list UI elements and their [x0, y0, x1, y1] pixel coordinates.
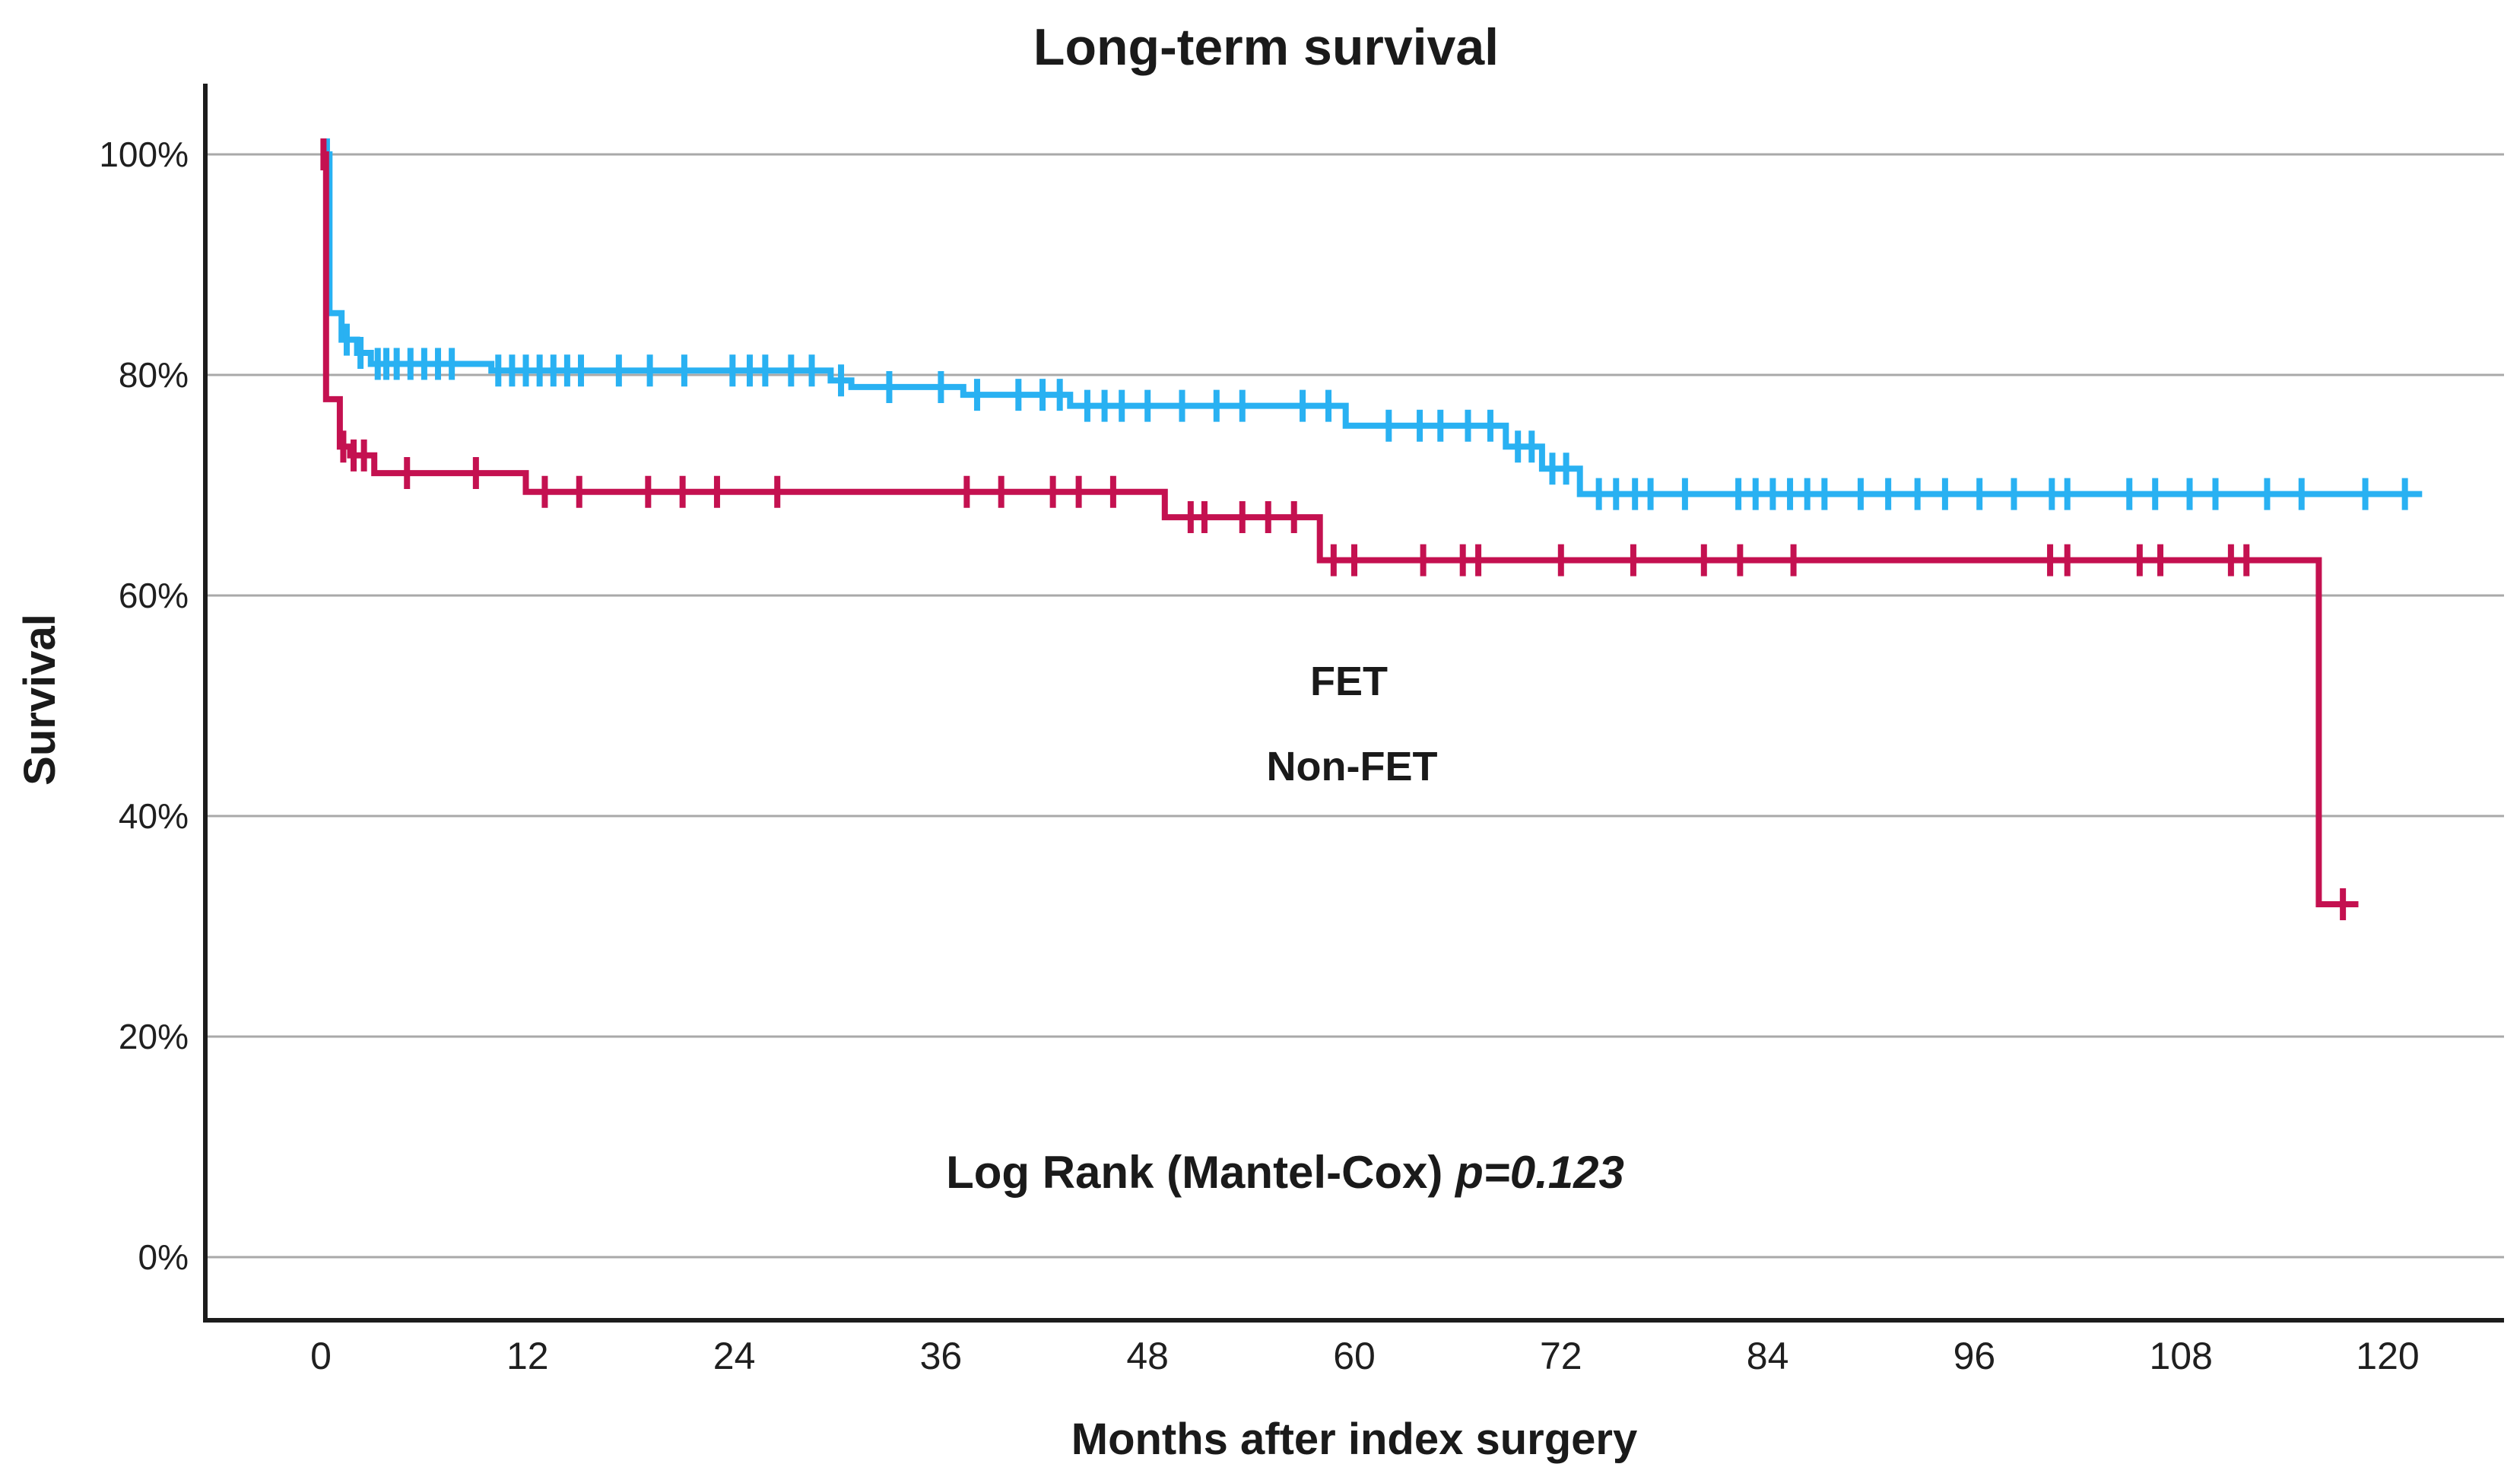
- x-tick-label-72: 72: [1540, 1335, 1582, 1377]
- logrank-annotation: Log Rank (Mantel-Cox) p=0.123: [946, 1147, 1624, 1198]
- y-tick-label-80%: 80%: [119, 355, 189, 395]
- x-tick-label-120: 120: [2356, 1335, 2419, 1377]
- x-tick-label-0: 0: [310, 1335, 332, 1377]
- y-tick-label-0%: 0%: [138, 1237, 189, 1277]
- legend-fet-label: FET: [1310, 659, 1388, 704]
- chart-title: Long-term survival: [1033, 18, 1499, 76]
- x-tick-label-36: 36: [920, 1335, 963, 1377]
- tick-labels: 0% 20% 40% 60% 80% 100% 0 12 24 36 48 60 72 84 96 108 12…: [99, 135, 2419, 1377]
- x-tick-label-84: 84: [1747, 1335, 1789, 1377]
- legend-nonfet-label: Non-FET: [1267, 744, 1438, 789]
- x-tick-label-24: 24: [713, 1335, 756, 1377]
- y-axis-title: Survival: [15, 614, 65, 786]
- axes: [203, 84, 2504, 1323]
- x-tick-label-60: 60: [1333, 1335, 1376, 1377]
- logrank-prefix: Log Rank (Mantel-Cox): [946, 1147, 1455, 1198]
- survival-curves: [320, 138, 2423, 920]
- non-fet-series: [321, 138, 2423, 510]
- y-tick-label-40%: 40%: [119, 796, 189, 836]
- x-tick-label-96: 96: [1953, 1335, 1996, 1377]
- gridlines: [207, 153, 2504, 1259]
- fet-series: [320, 138, 2359, 920]
- y-tick-label-60%: 60%: [119, 576, 189, 615]
- x-tick-label-48: 48: [1126, 1335, 1169, 1377]
- non-fet-curve: [321, 151, 2423, 497]
- fet-curve: [321, 151, 2359, 907]
- y-tick-label-100%: 100%: [99, 135, 189, 174]
- logrank-p-value: p=0.123: [1454, 1147, 1624, 1198]
- x-tick-label-108: 108: [2149, 1335, 2212, 1377]
- x-tick-label-12: 12: [506, 1335, 549, 1377]
- x-axis-title: Months after index surgery: [1071, 1415, 1637, 1464]
- y-tick-label-20%: 20%: [119, 1017, 189, 1056]
